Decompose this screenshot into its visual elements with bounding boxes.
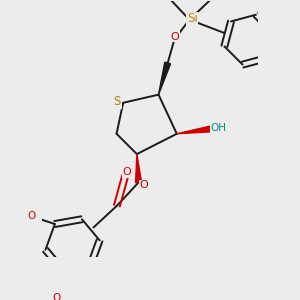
Text: O: O bbox=[122, 167, 131, 177]
Text: O: O bbox=[139, 180, 148, 190]
Polygon shape bbox=[136, 154, 142, 183]
Text: S: S bbox=[114, 95, 121, 108]
Polygon shape bbox=[177, 126, 212, 134]
Text: O: O bbox=[27, 212, 35, 221]
Text: OH: OH bbox=[210, 123, 226, 134]
Text: O: O bbox=[52, 293, 61, 300]
Text: Si: Si bbox=[187, 12, 198, 25]
Polygon shape bbox=[158, 62, 171, 94]
Text: O: O bbox=[171, 32, 180, 42]
